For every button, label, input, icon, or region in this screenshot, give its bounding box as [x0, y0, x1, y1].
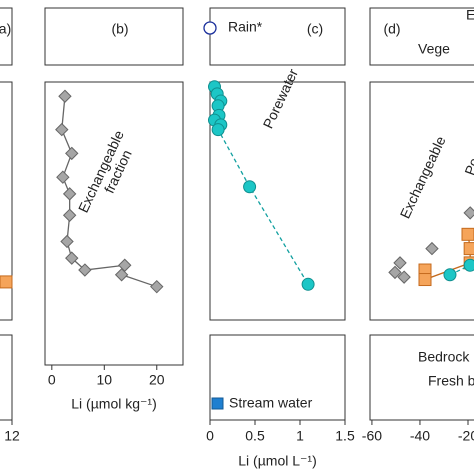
data-circle	[211, 123, 225, 137]
x-axis-title: Li (µmol kg⁻¹)	[71, 396, 156, 412]
data-square	[463, 242, 474, 256]
bottom-label: Bedrock	[418, 349, 470, 365]
data-circle	[443, 268, 457, 282]
x-tick-label: 0.5	[245, 428, 265, 444]
data-diamond	[62, 187, 77, 201]
panel-d-bottom-box	[369, 334, 474, 421]
x-tick-label: 0	[48, 372, 56, 388]
data-diamond	[55, 122, 69, 137]
panel-a-bottom-box	[0, 334, 13, 421]
x-tick-label: 20	[149, 372, 165, 388]
data-diamond	[60, 234, 74, 249]
series-line	[213, 86, 309, 285]
panel-label: a)	[0, 21, 11, 37]
legend-swatch	[211, 397, 224, 410]
series-label: Po	[461, 156, 474, 178]
data-diamond	[397, 270, 411, 284]
panel-label: (b)	[111, 21, 128, 37]
panel-b-main-box	[44, 81, 184, 366]
data-diamond	[58, 89, 72, 103]
legend-label: Stream water	[229, 395, 313, 411]
data-square	[461, 227, 474, 241]
data-diamond	[388, 265, 402, 280]
data-diamond	[62, 208, 77, 222]
x-tick-label: 0	[206, 428, 214, 444]
data-circle	[463, 258, 474, 272]
data-diamond	[56, 170, 70, 184]
data-square	[0, 275, 13, 289]
data-diamond	[393, 256, 407, 270]
x-tick-label: 1.5	[335, 428, 355, 444]
series-label: Exchangeable	[397, 133, 449, 220]
x-tick-label: -40	[410, 428, 430, 444]
data-square	[418, 273, 432, 287]
data-circle	[301, 277, 315, 291]
panel-c-bottom-box	[209, 334, 346, 421]
data-circle	[243, 180, 257, 194]
panel-a-top-box	[0, 7, 13, 66]
top-label: E	[466, 7, 474, 23]
data-diamond	[65, 146, 79, 161]
data-diamond	[114, 268, 129, 282]
data-diamond	[150, 279, 164, 294]
panel-c-top-box	[209, 7, 346, 66]
panel-b-top-box	[44, 7, 184, 66]
rain-label: Rain*	[228, 19, 263, 35]
panel-d-top-box	[369, 7, 474, 66]
panel-c-main-box	[209, 81, 346, 321]
panel-d-main-box	[369, 81, 474, 321]
bottom-label: Fresh b	[428, 373, 474, 389]
data-diamond	[78, 263, 92, 277]
x-tick-label: 12	[4, 428, 20, 444]
data-diamond	[425, 241, 439, 256]
series-label: Porewater	[260, 66, 302, 131]
panel-label: (c)	[307, 21, 323, 37]
x-tick-label: -60	[362, 428, 382, 444]
x-tick-label: -20	[458, 428, 474, 444]
data-diamond	[463, 206, 474, 220]
panel-label: (d)	[383, 21, 400, 37]
x-axis-title: Li (µmol L⁻¹)	[238, 453, 316, 469]
top-label: Vege	[418, 41, 450, 57]
panel-a-main-box	[0, 81, 13, 321]
rain-marker	[203, 21, 217, 35]
x-tick-label: 1	[296, 428, 304, 444]
x-tick-label: 10	[97, 372, 113, 388]
data-diamond	[65, 251, 79, 265]
